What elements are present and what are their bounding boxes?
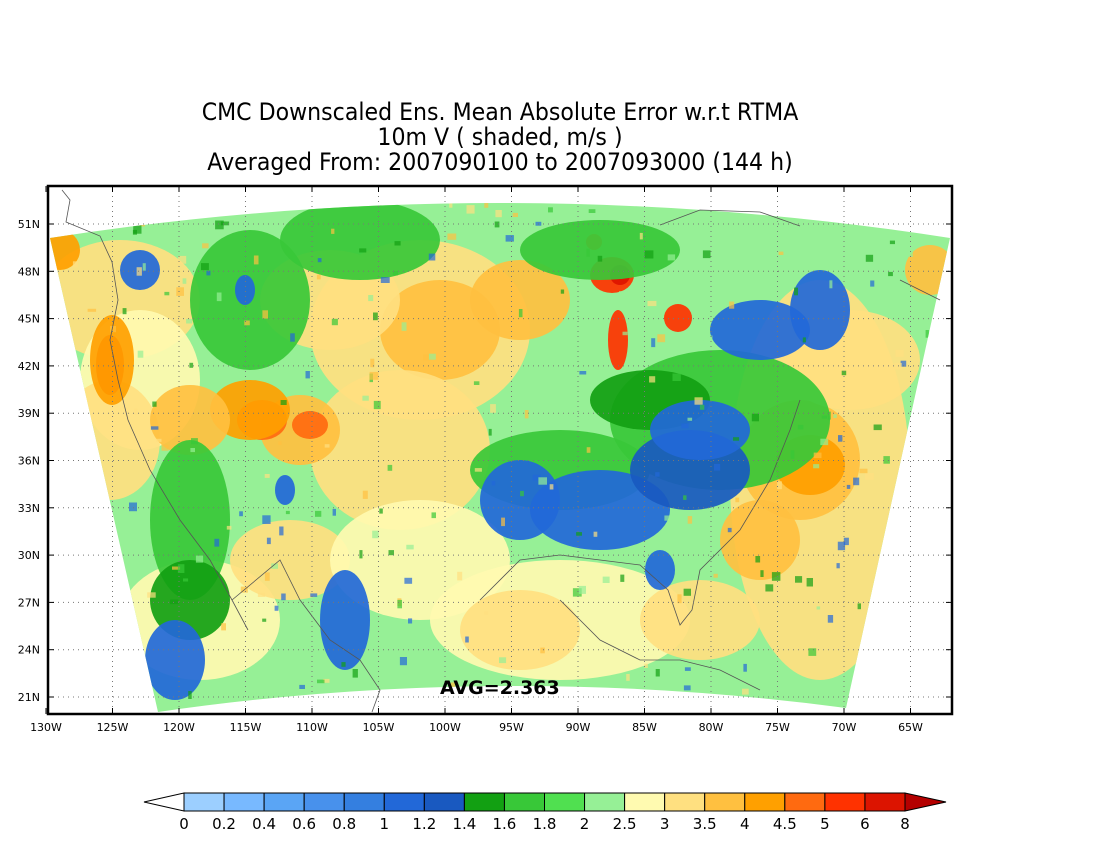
lon-tick-label: 100W [429,721,461,734]
lon-tick-label: 80W [699,721,724,734]
average-label: AVG=2.363 [440,677,560,699]
colorbar-label: 0.8 [332,815,356,833]
lon-tick-label: 120W [163,721,195,734]
colorbar-label: 0.4 [252,815,276,833]
lon-tick-label: 85W [632,721,657,734]
lat-tick-label: 27N [18,596,40,609]
colorbar-swatch [343,792,385,812]
lat-tick-label: 51N [18,218,40,231]
colorbar-swatch [503,792,546,812]
colorbar-label: 2.5 [613,815,637,833]
lat-tick-label: 36N [18,455,40,468]
colorbar-label: 3 [660,815,670,833]
title-line-3: Averaged From: 2007090100 to 2007093000 … [207,148,793,176]
lon-tick-label: 90W [566,721,591,734]
colorbar-swatch [744,792,786,812]
colorbar-label: 0.2 [212,815,236,833]
colorbar-swatch [784,792,826,812]
colorbar-swatch [544,792,586,812]
colorbar-over-arrow [904,792,947,812]
map-title: CMC Downscaled Ens. Mean Absolute Error … [0,100,1000,175]
lat-tick-label: 21N [18,691,40,704]
lat-tick-label: 39N [18,407,40,420]
colorbar-swatch [664,792,706,812]
lat-tick-label: 42N [18,360,40,373]
lon-tick-label: 110W [296,721,328,734]
colorbar-under-arrow [143,792,185,812]
colorbar-label: 1.8 [533,815,557,833]
lat-tick-label: 24N [18,644,40,657]
coastline-outlines [61,189,941,713]
lat-tick-label: 30N [18,549,40,562]
colorbar-label: 5 [820,815,830,833]
shaded-error-field [50,203,950,712]
colorbar-swatch [303,792,345,812]
colorbar-label: 4.5 [773,815,797,833]
title-line-1: CMC Downscaled Ens. Mean Absolute Error … [201,98,799,126]
lon-tick-label: 105W [363,721,395,734]
colorbar-swatch [864,792,906,812]
colorbar-label: 0.6 [292,815,316,833]
lat-tick-label: 45N [18,313,40,326]
colorbar-label: 1.4 [452,815,476,833]
lon-tick-label: 70W [832,721,857,734]
axis-ticks: 51N 48N 45N 42N 39N 36N 33N 30N 27N 24N 21N 130W 125… [18,186,952,734]
colorbar-label: 3.5 [693,815,717,833]
colorbar-swatch [463,792,505,812]
lon-tick-label: 65W [898,721,923,734]
lat-lon-gridlines [48,186,952,714]
colorbar-label: 0 [179,815,189,833]
colorbar-label: 8 [900,815,910,833]
map-frame [46,184,954,716]
lat-tick-label: 48N [18,265,40,278]
colorbar-swatch [263,792,305,812]
lon-tick-label: 125W [97,721,129,734]
lat-tick-label: 33N [18,502,40,515]
colorbar-label: 4 [740,815,750,833]
colorbar-swatch [704,792,746,812]
colorbar: 0 0.2 0.4 0.6 0.8 1 1.2 1.4 1.6 1.8 2 2.5 3 3.5 4 4.5 5 6… [143,792,947,833]
colorbar-swatch [584,792,626,812]
title-line-2: 10m V ( shaded, m/s ) [377,123,623,151]
colorbar-label: 6 [860,815,870,833]
colorbar-swatch [183,792,225,812]
colorbar-swatch [423,792,465,812]
colorbar-label: 1.6 [493,815,517,833]
colorbar-swatch [624,792,666,812]
lon-tick-label: 130W [30,721,62,734]
colorbar-swatch [824,792,866,812]
lon-tick-label: 115W [230,721,262,734]
colorbar-label: 1 [380,815,390,833]
lon-tick-label: 95W [499,721,524,734]
colorbar-label: 2 [580,815,590,833]
lon-tick-label: 75W [765,721,790,734]
colorbar-swatch [223,792,265,812]
colorbar-label: 1.2 [412,815,436,833]
colorbar-swatch [383,792,425,812]
